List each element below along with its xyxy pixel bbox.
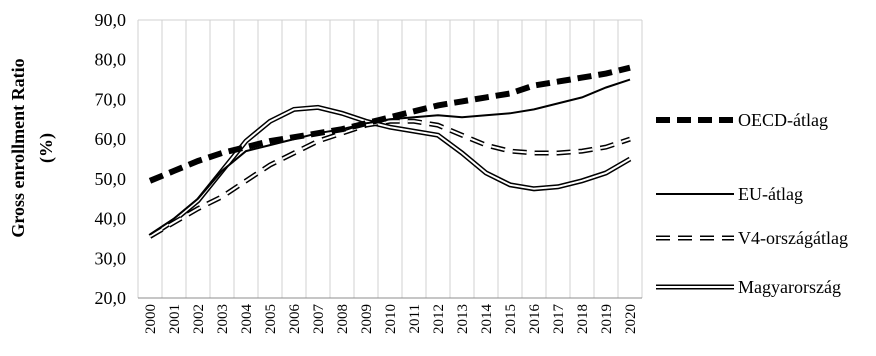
grid [137,19,643,298]
y-tick-label: 20,0 [95,288,127,308]
y-axis-title-line-1: Gross enrollment Ratio [8,58,28,237]
x-tick-label: 2010 [383,304,399,334]
x-tick-label: 2005 [263,304,279,334]
series-path [149,78,631,236]
y-tick-label: 80,0 [95,50,127,70]
legend-label: OECD-átlag [738,110,828,130]
series-lines [148,64,632,239]
x-tick-label: 2018 [575,304,591,334]
x-tick-label: 2016 [527,304,543,335]
y-axis-title: Gross enrollment Ratio (%) [8,58,57,237]
x-tick-label: 2000 [143,304,159,334]
series-line-3 [148,104,632,239]
legend: OECD-átlag EU-átlag V4-országátlag Magyaror… [656,110,848,297]
x-tick-label: 2001 [167,304,183,334]
x-tick-label: 2011 [407,304,423,333]
x-tick-label: 2012 [431,304,447,334]
x-tick-label: 2002 [191,304,207,334]
x-tick-label: 2007 [311,304,327,335]
x-tick-label: 2015 [503,304,519,334]
y-tick-label: 70,0 [95,89,127,109]
legend-label: V4-országátlag [738,228,848,248]
series-line-0 [148,64,631,184]
legend-label: Magyarország [738,277,841,297]
series-line-1 [149,78,631,236]
legend-item: V4-országátlag [656,228,848,248]
x-tick-label: 2008 [335,304,351,334]
legend-item: OECD-átlag [656,110,828,130]
legend-item: EU-átlag [656,184,803,204]
series-path-inner [149,106,631,238]
series-path [148,118,631,239]
x-tick-label: 2017 [551,304,567,335]
x-tick-label: 2020 [623,304,639,334]
series-line-2 [148,118,631,239]
legend-item: Magyarország [656,277,841,297]
x-tick-label: 2014 [479,304,495,335]
x-tick-label: 2009 [359,304,375,334]
x-tick-label: 2004 [239,304,255,335]
series-path-inner [149,120,631,238]
axes: 20,0 30,0 40,0 50,0 60,0 70,0 80,0 90,0 2000 2001… [95,10,642,335]
y-tick-label: 50,0 [95,169,127,189]
legend-label: EU-átlag [738,184,803,204]
x-tick-label: 2003 [215,304,231,334]
y-axis-title-line-2: (%) [36,133,57,163]
x-tick-label: 2006 [287,304,303,335]
y-tick-label: 40,0 [95,209,127,229]
x-tick-label: 2013 [455,304,471,334]
series-path [148,64,631,184]
x-tick-label: 2019 [599,304,615,334]
y-tick-label: 60,0 [95,129,127,149]
y-tick-label: 30,0 [95,248,127,268]
y-tick-label: 90,0 [95,10,127,30]
